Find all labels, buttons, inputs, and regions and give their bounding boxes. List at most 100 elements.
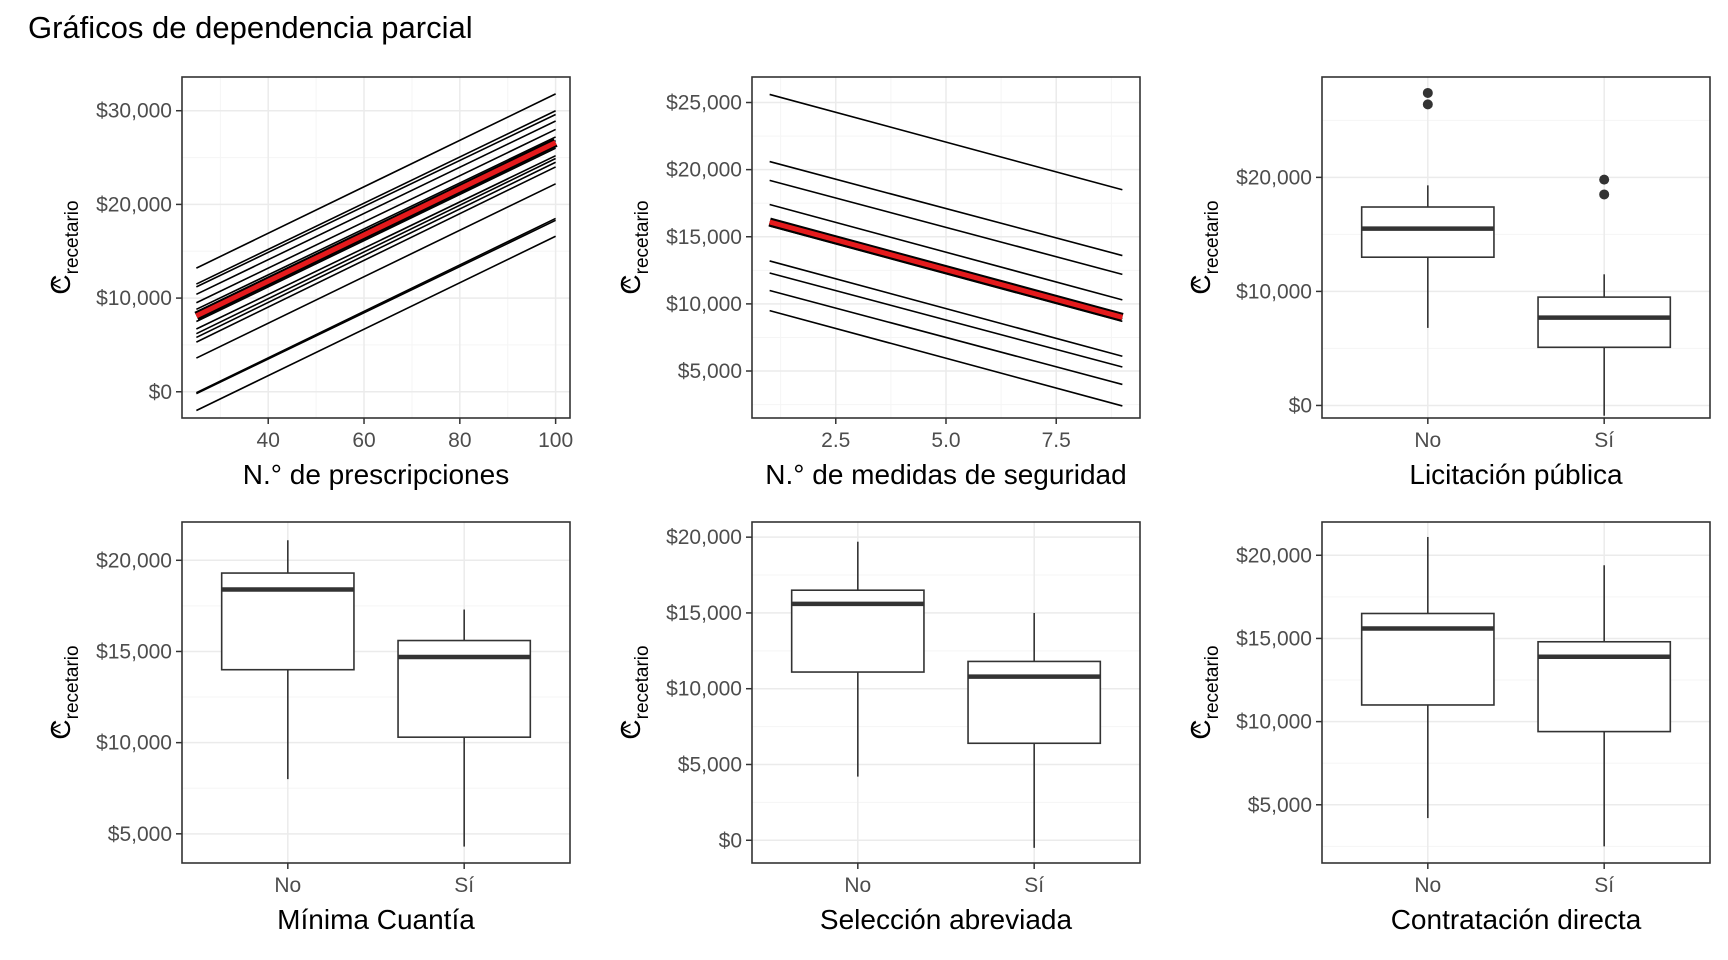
y-title-hat: ^	[618, 723, 643, 734]
ice-line-9	[769, 289, 1123, 386]
x-tick-label: 80	[448, 429, 471, 452]
x-tick-label: Sí	[1594, 429, 1614, 452]
y-tick-label: $20,000	[666, 159, 742, 182]
panel-border	[751, 521, 1141, 864]
y-title-hat: ^	[1188, 278, 1213, 289]
ice-line-7	[769, 260, 1123, 358]
figure-title: Gráficos de dependencia parcial	[28, 10, 473, 45]
ice-line-3	[769, 179, 1123, 276]
y-tick-label: $10,000	[666, 293, 742, 316]
y-tick-label: $25,000	[666, 92, 742, 115]
y-tick-label: $20,000	[1236, 166, 1312, 189]
y-tick-label: $15,000	[666, 226, 742, 249]
y-tick-label: $10,000	[96, 287, 172, 310]
x-tick-label: 100	[538, 429, 573, 452]
ice-line-13	[196, 183, 556, 359]
x-tick-label: 5.0	[931, 429, 960, 452]
y-title-subscript: recetario	[1202, 645, 1223, 719]
y-tick-label: $5,000	[678, 360, 742, 383]
x-tick-label: No	[1414, 874, 1441, 897]
x-tick-label: Sí	[454, 874, 474, 897]
ice-line-1	[196, 93, 556, 269]
y-tick-label: $10,000	[96, 732, 172, 755]
ice-line-8	[769, 272, 1123, 368]
ice-line-5	[196, 128, 556, 304]
boxplot-Sí	[1537, 174, 1672, 416]
x-axis-title: N.° de medidas de seguridad	[765, 459, 1126, 490]
panel-4: $5,000 $10,000 $15,000 $20,000 No Sí Mínima Cu…	[45, 521, 571, 935]
panel-border	[1321, 521, 1711, 864]
y-tick-label: $5,000	[108, 823, 172, 846]
ice-line-2	[196, 110, 556, 285]
y-title-main: C	[615, 719, 646, 739]
y-tick-label: $20,000	[96, 193, 172, 216]
y-title-main: C	[45, 719, 76, 739]
panel-6: $5,000 $10,000 $15,000 $20,000 No Sí Contratac…	[1185, 521, 1711, 935]
ice-line-12	[196, 166, 556, 343]
x-axis-title: Selección abreviada	[820, 904, 1073, 935]
ice-line-10	[769, 309, 1123, 407]
boxplot-No	[790, 541, 925, 777]
y-title-hat: ^	[1188, 723, 1213, 734]
panel-5: $0 $5,000 $10,000 $15,000 $20,000 No Sí Selecci…	[615, 521, 1141, 935]
box-iqr	[1360, 206, 1495, 258]
y-title-subscript: recetario	[62, 200, 83, 274]
y-title-subscript: recetario	[62, 645, 83, 719]
box-iqr	[967, 660, 1102, 745]
y-tick-label: $10,000	[666, 678, 742, 701]
x-tick-label: 7.5	[1042, 429, 1071, 452]
outlier-point	[1422, 99, 1433, 110]
panel-2: $5,000 $10,000 $15,000 $20,000 $25,000 2.5 5.0…	[615, 76, 1141, 490]
ice-line-3	[196, 113, 556, 288]
outlier-point	[1599, 174, 1610, 185]
x-tick-label: Sí	[1024, 874, 1044, 897]
outlier-point	[1422, 87, 1433, 98]
y-tick-label: $20,000	[1236, 544, 1312, 567]
y-title-hat: ^	[48, 278, 73, 289]
y-title-subscript: recetario	[1202, 200, 1223, 274]
y-title-main: C	[1185, 274, 1216, 294]
box-iqr	[1537, 296, 1672, 349]
x-tick-label: No	[274, 874, 301, 897]
y-tick-label: $0	[149, 381, 172, 404]
x-tick-label: 60	[352, 429, 375, 452]
panel-border	[181, 76, 571, 419]
outlier-point	[1599, 189, 1610, 200]
ice-line-1	[769, 93, 1123, 191]
x-tick-label: No	[844, 874, 871, 897]
y-tick-label: $10,000	[1236, 711, 1312, 734]
ice-line-4	[196, 120, 556, 296]
y-tick-label: $10,000	[1236, 280, 1312, 303]
x-tick-label: 2.5	[821, 429, 850, 452]
y-title-hat: ^	[48, 723, 73, 734]
y-tick-label: $5,000	[1248, 794, 1312, 817]
y-tick-label: $15,000	[96, 640, 172, 663]
x-axis-title: Licitación pública	[1409, 459, 1623, 490]
average-line	[195, 140, 557, 319]
y-axis-title: ^Crecetario	[615, 645, 653, 739]
boxplot-Sí	[967, 612, 1102, 848]
ice-line-14	[196, 217, 556, 394]
x-tick-label: Sí	[1594, 874, 1614, 897]
y-tick-label: $30,000	[96, 100, 172, 123]
y-tick-label: $20,000	[96, 549, 172, 572]
ice-line-4	[769, 203, 1123, 301]
boxplot-Sí	[397, 609, 532, 847]
x-axis-title: Mínima Cuantía	[277, 904, 475, 935]
y-title-hat: ^	[618, 278, 643, 289]
y-tick-label: $20,000	[666, 526, 742, 549]
boxplot-No	[1360, 87, 1495, 328]
ice-line-9	[196, 154, 556, 330]
ice-line-10	[196, 157, 556, 335]
y-title-main: C	[615, 274, 646, 294]
x-tick-label: 40	[257, 429, 280, 452]
y-title-main: C	[45, 274, 76, 294]
panel-border	[181, 521, 571, 864]
boxplot-No	[1360, 536, 1495, 819]
y-axis-title: ^Crecetario	[45, 200, 83, 294]
y-axis-title: ^Crecetario	[1185, 645, 1223, 739]
y-tick-label: $0	[719, 829, 742, 852]
y-title-subscript: recetario	[632, 645, 653, 719]
y-tick-label: $0	[1289, 394, 1312, 417]
